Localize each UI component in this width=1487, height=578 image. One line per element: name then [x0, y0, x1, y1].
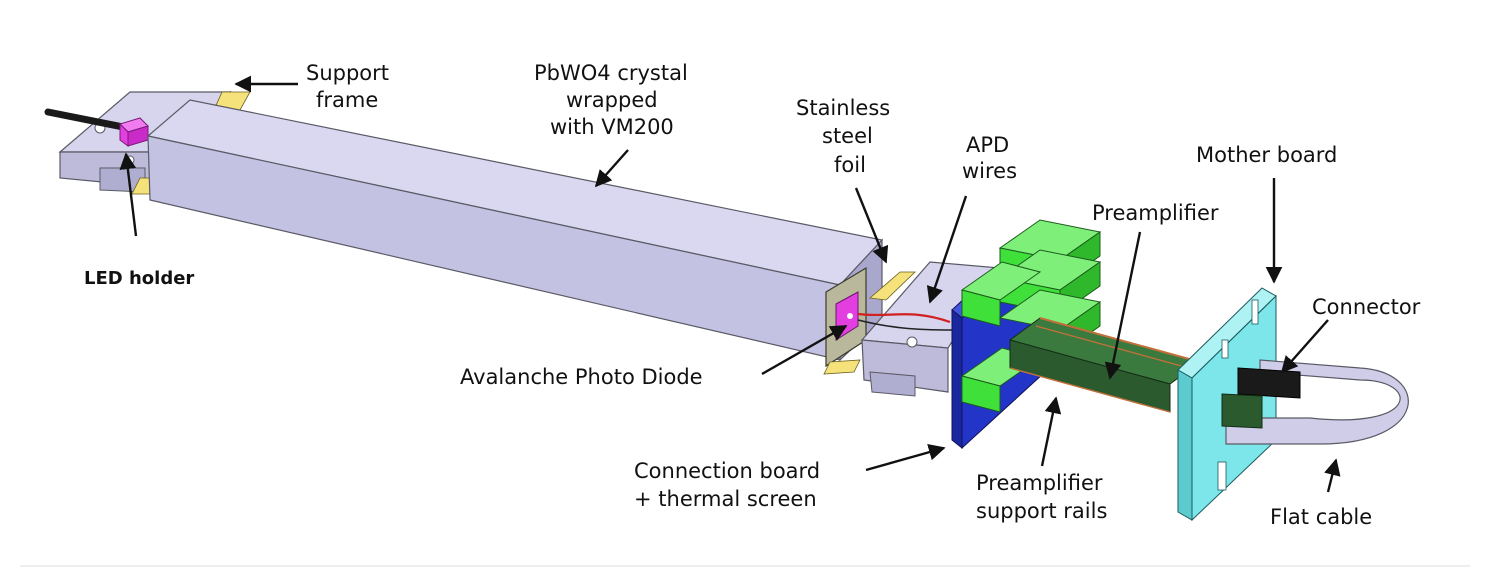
arrow-apd-wires: [926, 195, 968, 304]
arrow-preamp-rails: [1040, 396, 1062, 467]
label-flat-cable: Flat cable: [1270, 505, 1372, 529]
preamplifier-board: [1008, 317, 1202, 413]
arrow-apd: [761, 324, 848, 376]
connector: [1221, 367, 1301, 429]
label-mother-board: Mother board: [1196, 143, 1337, 167]
arrow-led-holder: [119, 152, 138, 237]
label-support-frame-1: Support: [306, 61, 389, 85]
label-stainless-1: Stainless: [796, 96, 890, 120]
fiber-cable: [44, 108, 132, 132]
arrow-preamplifier: [1104, 231, 1142, 380]
arrow-connection-board: [865, 444, 946, 472]
label-crystal-1: PbWO4 crystal: [534, 61, 688, 85]
arrow-crystal: [594, 149, 629, 188]
pbwo4-crystal: [146, 99, 884, 362]
labels: Support frame PbWO4 crystal wrapped with…: [84, 61, 1421, 529]
label-apd-wires-2: wires: [962, 159, 1017, 183]
tape-strip-right: [823, 271, 916, 375]
label-crystal-2: wrapped: [566, 88, 658, 112]
label-connection-board-1: Connection board: [634, 459, 820, 483]
label-stainless-3: foil: [834, 153, 866, 177]
label-crystal-3: with VM200: [550, 115, 674, 139]
label-connector: Connector: [1312, 295, 1421, 319]
arrow-connector: [1280, 319, 1329, 374]
arrow-flat-cable: [1324, 458, 1341, 493]
annotation-arrows: [119, 75, 1341, 493]
apd-wires: [857, 312, 953, 331]
flat-cable: [1225, 359, 1409, 445]
label-preamp-rails-1: Preamplifier: [976, 471, 1103, 495]
label-stainless-2: steel: [822, 124, 873, 148]
label-led-holder: LED holder: [84, 268, 194, 289]
label-apd-wires-1: APD: [966, 133, 1009, 157]
arrow-stainless: [854, 187, 889, 264]
label-apd: Avalanche Photo Diode: [460, 365, 703, 389]
label-support-frame-2: frame: [316, 88, 378, 112]
label-connection-board-2: + thermal screen: [634, 487, 817, 511]
label-preamplifier: Preamplifier: [1092, 201, 1219, 225]
led-holder: [119, 117, 149, 147]
label-preamp-rails-2: support rails: [976, 499, 1107, 523]
